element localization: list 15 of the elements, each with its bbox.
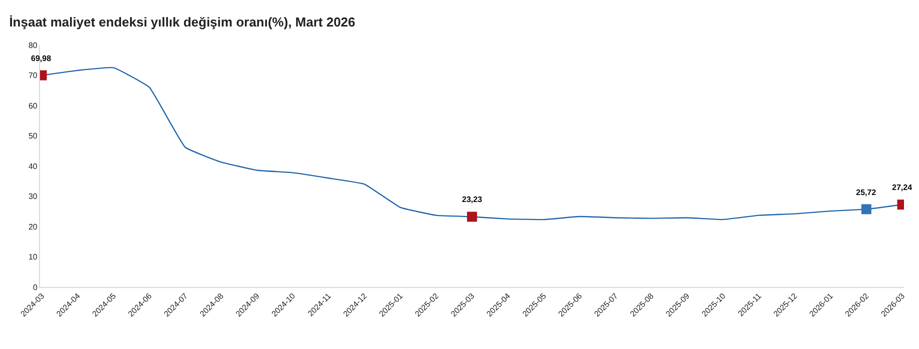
- data-label: 23,23: [462, 195, 483, 204]
- point: [467, 212, 477, 222]
- y-tick-label: 60: [28, 101, 38, 110]
- y-tick-label: 70: [28, 71, 38, 80]
- y-tick-label: 20: [28, 222, 38, 232]
- chart-title: İnşaat maliyet endeksi yıllık değişim oranı(%), Mart 2026: [9, 14, 356, 30]
- y-tick-label: 80: [28, 40, 38, 50]
- data-label: 69,98: [31, 54, 52, 63]
- y-tick-label: 30: [28, 192, 38, 202]
- data-label: 25,72: [856, 188, 877, 197]
- data-label: 27,24: [892, 183, 913, 192]
- y-tick-label: 40: [28, 162, 38, 171]
- y-tick-label: 0: [32, 282, 38, 292]
- y-tick-label: 50: [28, 132, 38, 141]
- y-tick-label: 10: [28, 252, 38, 262]
